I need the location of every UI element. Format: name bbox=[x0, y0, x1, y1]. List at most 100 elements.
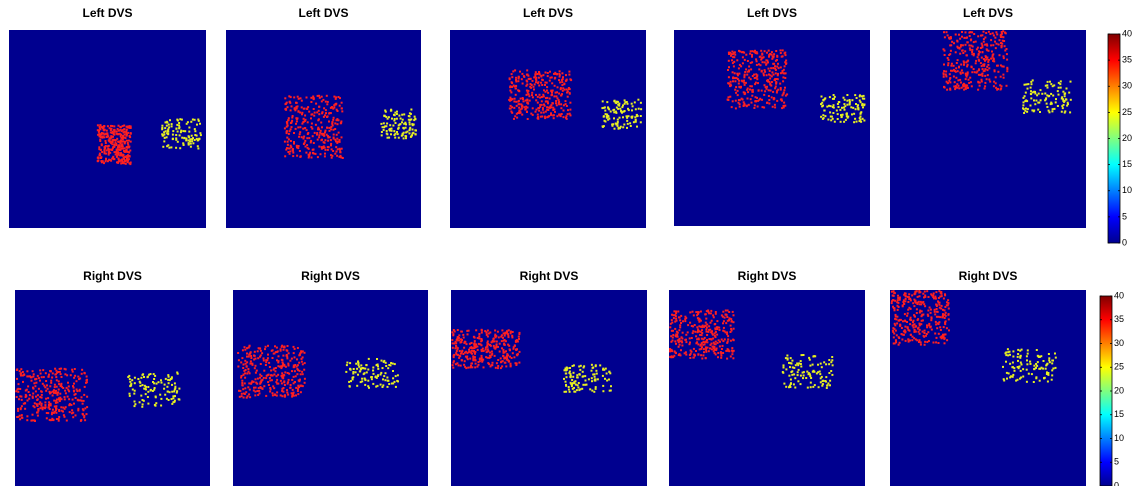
event-dot bbox=[833, 94, 835, 96]
event-dot bbox=[23, 403, 25, 405]
event-dot bbox=[283, 349, 285, 351]
event-dot bbox=[312, 135, 314, 137]
event-dot bbox=[269, 391, 271, 393]
event-dot bbox=[36, 412, 38, 414]
event-dot bbox=[487, 351, 489, 353]
event-dot bbox=[250, 357, 252, 359]
event-dot bbox=[161, 382, 163, 384]
event-dot bbox=[990, 58, 992, 60]
event-dot bbox=[176, 390, 178, 392]
event-dot bbox=[152, 390, 154, 392]
event-dot bbox=[554, 72, 556, 74]
event-dot bbox=[937, 311, 939, 313]
event-dot bbox=[43, 385, 45, 387]
colorbar-tick-label: 10 bbox=[1122, 185, 1132, 195]
event-dot bbox=[1045, 85, 1047, 87]
event-dot bbox=[675, 318, 677, 320]
event-dot bbox=[384, 110, 386, 112]
event-dot bbox=[989, 33, 991, 35]
event-dot bbox=[978, 54, 980, 56]
event-dot bbox=[371, 378, 373, 380]
event-dot bbox=[971, 66, 973, 68]
event-dot bbox=[615, 124, 617, 126]
event-dot bbox=[356, 385, 358, 387]
event-dot bbox=[518, 90, 520, 92]
event-dot bbox=[797, 374, 799, 376]
event-dot bbox=[771, 58, 773, 60]
event-dot bbox=[678, 316, 680, 318]
event-dot bbox=[914, 293, 916, 295]
event-dot bbox=[518, 336, 520, 338]
event-dot bbox=[559, 81, 561, 83]
event-dot bbox=[380, 372, 382, 374]
event-dot bbox=[241, 357, 243, 359]
event-dot bbox=[541, 96, 543, 98]
event-dot bbox=[544, 84, 546, 86]
event-dot bbox=[113, 129, 115, 131]
event-dot bbox=[735, 92, 737, 94]
event-dot bbox=[929, 307, 931, 309]
event-dot bbox=[60, 385, 62, 387]
event-dot bbox=[617, 119, 619, 121]
event-dot bbox=[798, 369, 800, 371]
event-dot bbox=[125, 159, 127, 161]
event-dot bbox=[194, 130, 196, 132]
event-dot bbox=[475, 329, 477, 331]
event-dot bbox=[784, 73, 786, 75]
event-dot bbox=[995, 87, 997, 89]
event-dot bbox=[786, 93, 788, 95]
event-dot bbox=[126, 129, 128, 131]
event-dot bbox=[1060, 87, 1062, 89]
event-dot bbox=[891, 302, 893, 304]
event-dot bbox=[725, 322, 727, 324]
event-dot bbox=[171, 123, 173, 125]
event-dot bbox=[304, 378, 306, 380]
event-dot bbox=[893, 290, 895, 292]
event-dot bbox=[751, 91, 753, 93]
event-dot bbox=[82, 414, 84, 416]
event-dot bbox=[801, 354, 803, 356]
event-dot bbox=[946, 327, 948, 329]
event-dot bbox=[805, 377, 807, 379]
event-dot bbox=[325, 112, 327, 114]
event-dot bbox=[821, 96, 823, 98]
event-dot bbox=[346, 362, 348, 364]
event-dot bbox=[807, 387, 809, 389]
event-dot bbox=[298, 98, 300, 100]
event-dot bbox=[61, 376, 63, 378]
event-dot bbox=[280, 350, 282, 352]
event-dot bbox=[164, 137, 166, 139]
event-dot bbox=[110, 138, 112, 140]
event-dot bbox=[119, 133, 121, 135]
event-dot bbox=[48, 374, 50, 376]
event-dot bbox=[546, 109, 548, 111]
event-dot bbox=[570, 79, 572, 81]
colorbar-tick-label: 10 bbox=[1114, 433, 1124, 443]
event-dot bbox=[994, 37, 996, 39]
event-dot bbox=[809, 359, 811, 361]
event-dot bbox=[791, 374, 793, 376]
event-dot bbox=[364, 384, 366, 386]
event-dot bbox=[469, 347, 471, 349]
event-dot bbox=[812, 356, 814, 358]
event-dot bbox=[324, 114, 326, 116]
event-dot bbox=[680, 322, 682, 324]
event-dot bbox=[1031, 83, 1033, 85]
event-dot bbox=[730, 325, 732, 327]
event-dot bbox=[189, 138, 191, 140]
event-dot bbox=[1036, 349, 1038, 351]
event-dot bbox=[492, 362, 494, 364]
event-dot bbox=[669, 350, 671, 352]
event-dot bbox=[491, 353, 493, 355]
event-dot bbox=[465, 356, 467, 358]
event-dot bbox=[1024, 95, 1026, 97]
event-dot bbox=[1039, 111, 1041, 113]
event-dot bbox=[992, 44, 994, 46]
event-dot bbox=[718, 327, 720, 329]
event-dot bbox=[67, 382, 69, 384]
event-dot bbox=[732, 62, 734, 64]
event-dot bbox=[726, 316, 728, 318]
event-dot bbox=[317, 156, 319, 158]
event-dot bbox=[177, 373, 179, 375]
event-dot bbox=[479, 343, 481, 345]
